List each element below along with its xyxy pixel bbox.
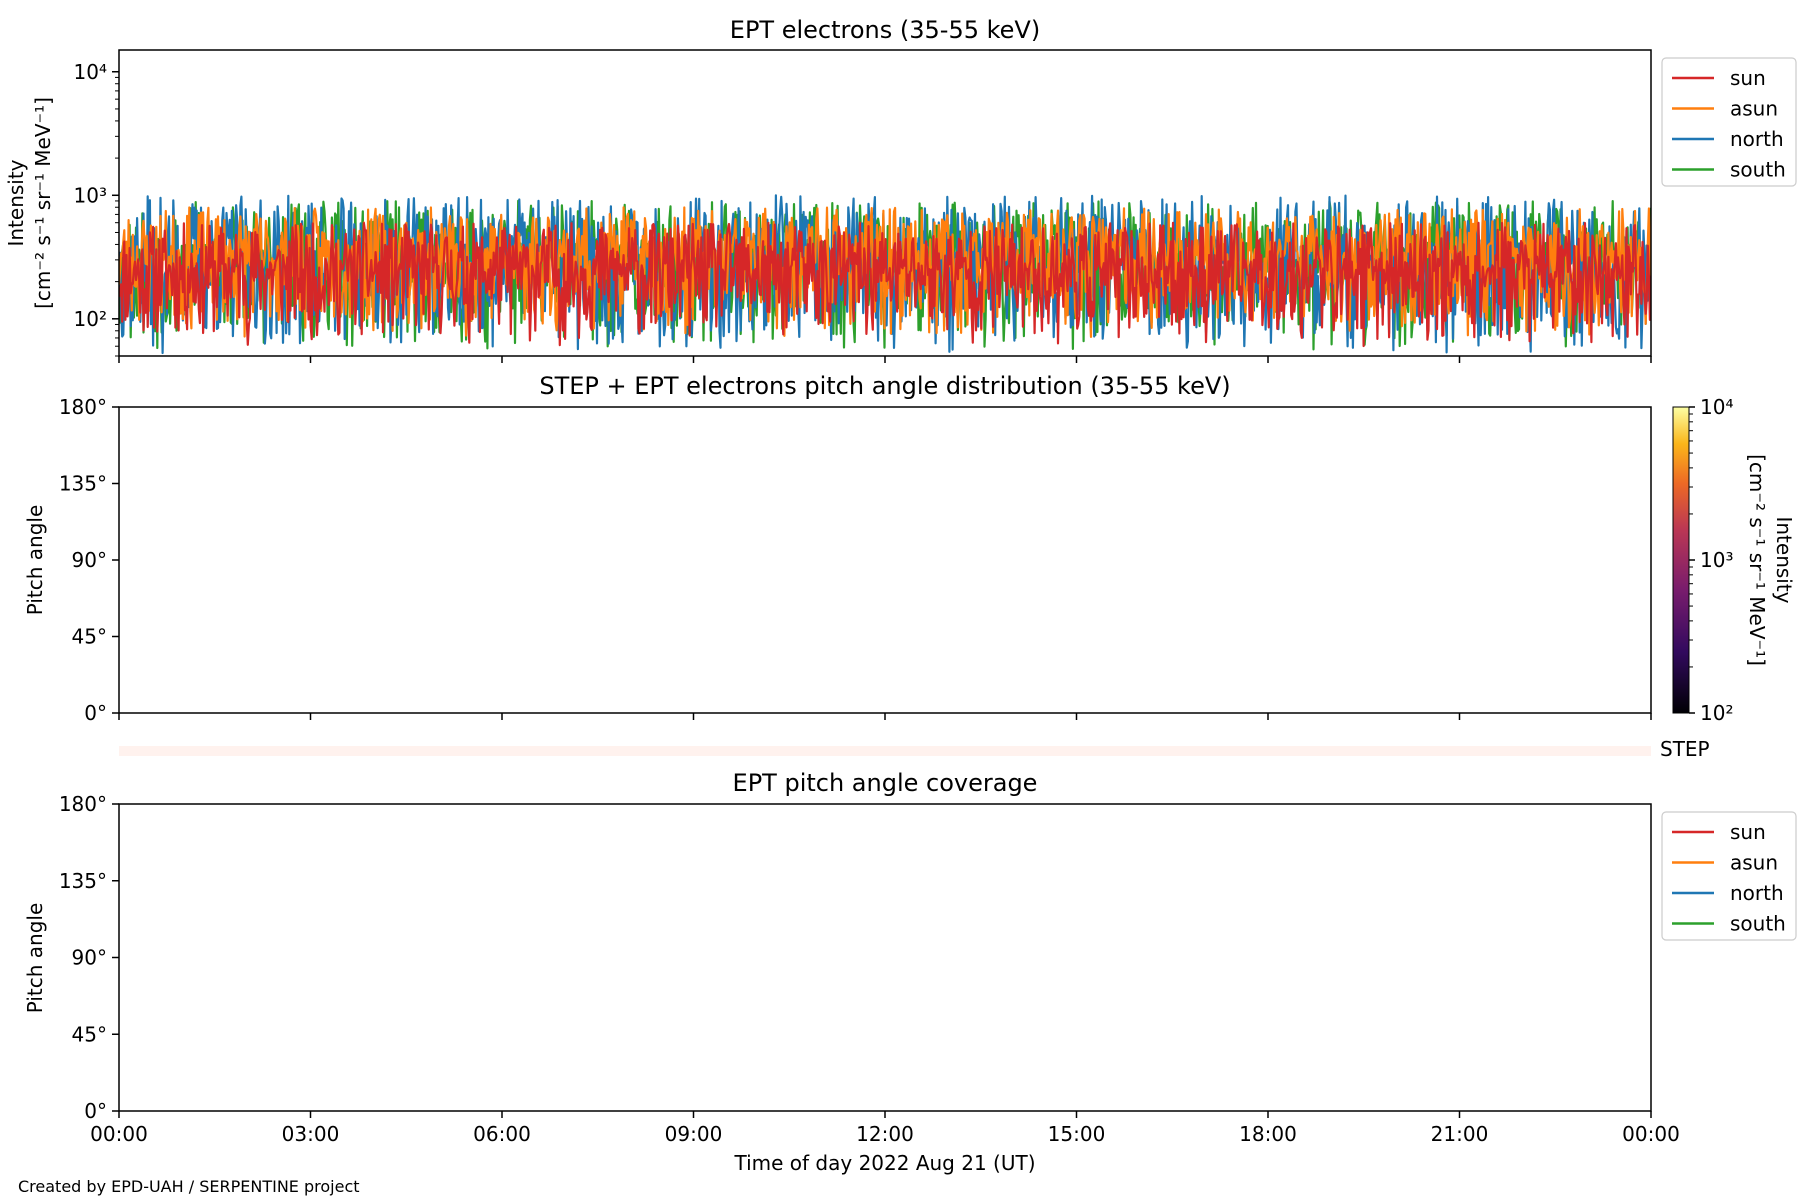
xtick-label: 12:00 — [856, 1122, 914, 1146]
panel3-title: EPT pitch angle coverage — [733, 769, 1038, 797]
panel2-ytick-label: 180° — [59, 395, 107, 419]
panel2-ytick-label: 45° — [72, 625, 107, 649]
panel1-yticks: 10² 10³ 10⁴ — [74, 60, 119, 357]
panel1-legend-label-sun: sun — [1730, 66, 1766, 90]
panel2-ytick-label: 0° — [84, 701, 107, 725]
panel1-legend: sun asun north south — [1661, 57, 1797, 187]
xtick-label: 06:00 — [473, 1122, 531, 1146]
panel-step-bar: STEP — [119, 737, 1710, 761]
panel1-title: EPT electrons (35-55 keV) — [730, 16, 1040, 44]
footer-credit: Created by EPD-UAH / SERPENTINE project — [18, 1177, 360, 1196]
panel2-title: STEP + EPT electrons pitch angle distrib… — [539, 372, 1230, 400]
panel3-yticks: 0° 45° 90° 135° 180° — [59, 792, 119, 1123]
panel2-frame — [118, 406, 1652, 714]
colorbar-label-line1: Intensity — [1772, 516, 1796, 603]
panel2-yticks: 0° 45° 90° 135° 180° — [59, 395, 119, 725]
panel2-ytick-label: 90° — [72, 548, 107, 572]
colorbar-tick-label: 10³ — [1700, 548, 1733, 572]
panel1-ytick-label: 10⁴ — [74, 60, 107, 84]
panel1-legend-label-south: south — [1730, 158, 1786, 182]
panel2-ylabel: Pitch angle — [23, 505, 47, 616]
panel1-ytick-label: 10² — [74, 307, 107, 331]
panel-pitch-angle-distribution: STEP + EPT electrons pitch angle distrib… — [23, 372, 1796, 725]
xtick-label: 21:00 — [1431, 1122, 1489, 1146]
xtick-label: 18:00 — [1239, 1122, 1297, 1146]
panel3-legend-label-north: north — [1730, 881, 1784, 905]
panel1-ylabel-line2: [cm⁻² s⁻¹ sr⁻¹ MeV⁻¹] — [31, 97, 55, 309]
xtick-label: 09:00 — [665, 1122, 723, 1146]
panel3-legend: sun asun north south — [1661, 811, 1797, 941]
panel3-legend-label-sun: sun — [1730, 820, 1766, 844]
xtick-label: 15:00 — [1048, 1122, 1106, 1146]
panel2-ytick-label: 135° — [59, 472, 107, 496]
panel3-legend-label-asun: asun — [1730, 851, 1778, 875]
panel3-frame — [118, 803, 1652, 1112]
colorbar-label-line2: [cm⁻² s⁻¹ sr⁻¹ MeV⁻¹] — [1745, 454, 1769, 666]
panel3-ytick-label: 135° — [59, 869, 107, 893]
panel-intensity: EPT electrons (35-55 keV) 10² 10³ 10⁴ Inte… — [4, 16, 1797, 357]
panel3-legend-frame — [1661, 811, 1797, 941]
step-bar — [119, 746, 1651, 756]
panel1-legend-frame — [1661, 57, 1797, 187]
panel3-ytick-label: 0° — [84, 1099, 107, 1123]
x-axis-ticks: 00:00 03:00 06:00 09:00 12:00 15:00 18:00 21:00… — [90, 356, 1680, 1146]
panel3-ytick-label: 90° — [72, 946, 107, 970]
panel1-ylabel-line1: Intensity — [4, 159, 28, 246]
panel3-ytick-label: 180° — [59, 792, 107, 816]
panel1-legend-label-north: north — [1730, 127, 1784, 151]
xtick-label: 00:00 — [90, 1122, 148, 1146]
colorbar-tick-label: 10² — [1700, 701, 1733, 725]
series-line-asun — [119, 206, 1651, 338]
x-axis-label: Time of day 2022 Aug 21 (UT) — [733, 1151, 1035, 1175]
panel3-ytick-label: 45° — [72, 1022, 107, 1046]
panel1-ytick-label: 10³ — [74, 183, 107, 207]
series-line-sun — [119, 221, 1651, 348]
colorbar — [1672, 406, 1690, 714]
xtick-label: 03:00 — [282, 1122, 340, 1146]
panel3-ylabel: Pitch angle — [23, 903, 47, 1014]
xtick-label: 00:00 — [1622, 1122, 1680, 1146]
panel1-legend-label-asun: asun — [1730, 97, 1778, 121]
colorbar-tick-label: 10⁴ — [1700, 395, 1733, 419]
intensity-series-group — [119, 194, 1651, 355]
panel-pitch-angle-coverage: EPT pitch angle coverage 0° 45° 90° 135° 180… — [23, 769, 1797, 1123]
colorbar-ticks: 10² 10³ 10⁴ — [1689, 395, 1733, 725]
panel3-legend-label-south: south — [1730, 912, 1786, 936]
step-label: STEP — [1660, 737, 1710, 761]
